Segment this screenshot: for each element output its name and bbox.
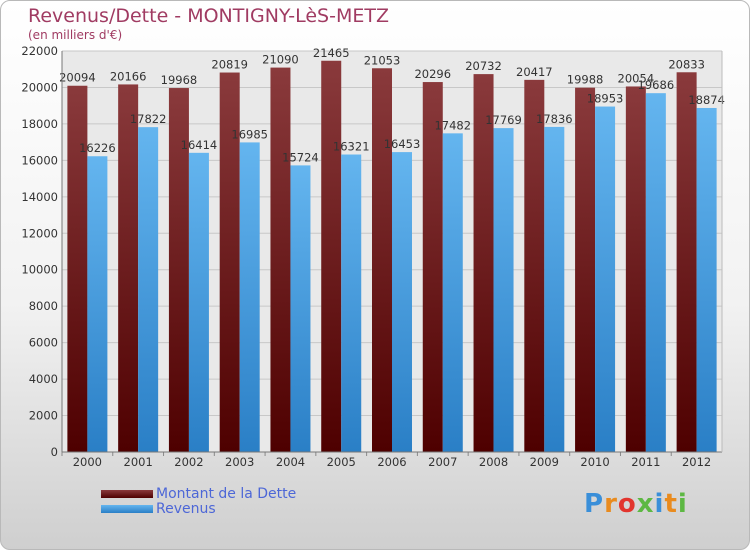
bar-dette	[321, 60, 342, 453]
data-label: 15724	[282, 150, 319, 164]
logo-letter: P	[584, 489, 605, 519]
logo-letter: t	[664, 489, 678, 519]
bar-dette	[270, 67, 291, 452]
x-tick-label: 2002	[174, 455, 203, 469]
x-tick-label: 2011	[631, 455, 660, 469]
x-tick-label: 2008	[479, 455, 508, 469]
bar-revenus	[442, 133, 463, 452]
bar-revenus	[138, 127, 159, 452]
x-tick-label: 2009	[530, 455, 559, 469]
bar-dette	[625, 86, 646, 452]
y-tick-label: 10000	[21, 263, 58, 277]
y-tick-label: 8000	[29, 299, 58, 313]
bar-dette	[118, 84, 139, 452]
x-tick-label: 2000	[73, 455, 102, 469]
y-tick-label: 4000	[29, 372, 58, 386]
data-label: 20296	[414, 67, 451, 81]
data-label: 16321	[333, 140, 370, 154]
bar-revenus	[595, 106, 616, 452]
x-tick-label: 2010	[580, 455, 609, 469]
bar-dette	[676, 72, 697, 452]
data-label: 17836	[536, 112, 573, 126]
data-label: 20732	[465, 59, 502, 73]
y-tick-label: 12000	[21, 226, 58, 240]
x-tick-label: 2001	[124, 455, 153, 469]
bar-dette	[422, 82, 443, 453]
bar-revenus	[188, 152, 209, 452]
data-label: 20833	[668, 57, 705, 71]
data-label: 18874	[688, 93, 725, 107]
data-label: 20166	[110, 69, 147, 83]
bar-revenus	[645, 93, 666, 452]
data-label: 16453	[384, 137, 421, 151]
bar-revenus	[544, 126, 565, 452]
data-label: 21053	[364, 53, 401, 67]
data-label: 20094	[59, 71, 96, 85]
proxiti-logo: Proxiti	[584, 489, 688, 519]
data-label: 19686	[638, 78, 675, 92]
bar-revenus	[341, 154, 362, 452]
y-tick-label: 16000	[21, 153, 58, 167]
data-label: 19988	[567, 73, 604, 87]
data-label: 20819	[211, 58, 248, 72]
bar-dette	[473, 74, 494, 452]
data-label: 20054	[618, 71, 655, 85]
x-tick-label: 2004	[276, 455, 305, 469]
y-tick-label: 18000	[21, 117, 58, 131]
data-label: 18953	[587, 92, 624, 106]
y-tick-label: 6000	[29, 336, 58, 350]
legend-swatch-dette	[101, 490, 153, 498]
bar-revenus	[239, 142, 260, 452]
logo-letter: r	[604, 489, 618, 519]
chart-title: Revenus/Dette - MONTIGNY-LèS-METZ	[28, 5, 389, 27]
y-tick-label: 20000	[21, 80, 58, 94]
x-tick-label: 2003	[225, 455, 254, 469]
bar-revenus	[493, 128, 514, 452]
logo-letter: i	[654, 489, 665, 519]
data-label: 16414	[181, 138, 218, 152]
logo-letter: o	[617, 489, 637, 519]
bar-revenus	[87, 156, 108, 453]
legend-label-revenus: Revenus	[156, 501, 216, 517]
logo-letter: i	[677, 489, 688, 519]
x-tick-label: 2012	[682, 455, 711, 469]
bar-dette	[67, 85, 88, 452]
bar-dette	[524, 79, 545, 453]
data-label: 21465	[313, 46, 350, 60]
bar-revenus	[696, 107, 717, 452]
x-tick-label: 2005	[327, 455, 356, 469]
y-tick-label: 2000	[29, 409, 58, 423]
bar-dette	[372, 68, 392, 452]
data-label: 16226	[79, 141, 116, 155]
data-label: 21090	[262, 53, 299, 67]
chart-subtitle: (en milliers d'€)	[28, 28, 123, 42]
x-tick-label: 2006	[377, 455, 406, 469]
data-label: 17822	[130, 112, 167, 126]
y-tick-label: 14000	[21, 190, 58, 204]
bar-revenus	[290, 165, 311, 453]
data-label: 19968	[161, 73, 198, 87]
x-tick-label: 2007	[428, 455, 457, 469]
y-tick-label: 0	[51, 445, 58, 459]
bar-dette	[575, 87, 596, 452]
data-label: 17769	[485, 113, 522, 127]
bar-dette	[168, 88, 189, 453]
bar-dette	[219, 72, 240, 453]
logo-letter: x	[636, 489, 655, 519]
data-label: 16985	[231, 127, 268, 141]
bar-revenus	[392, 152, 412, 452]
legend-label-dette: Montant de la Dette	[156, 486, 297, 502]
data-label: 17482	[434, 118, 471, 132]
data-label: 20417	[516, 65, 553, 79]
legend-swatch-revenus	[101, 505, 153, 513]
y-tick-label: 22000	[21, 44, 58, 58]
